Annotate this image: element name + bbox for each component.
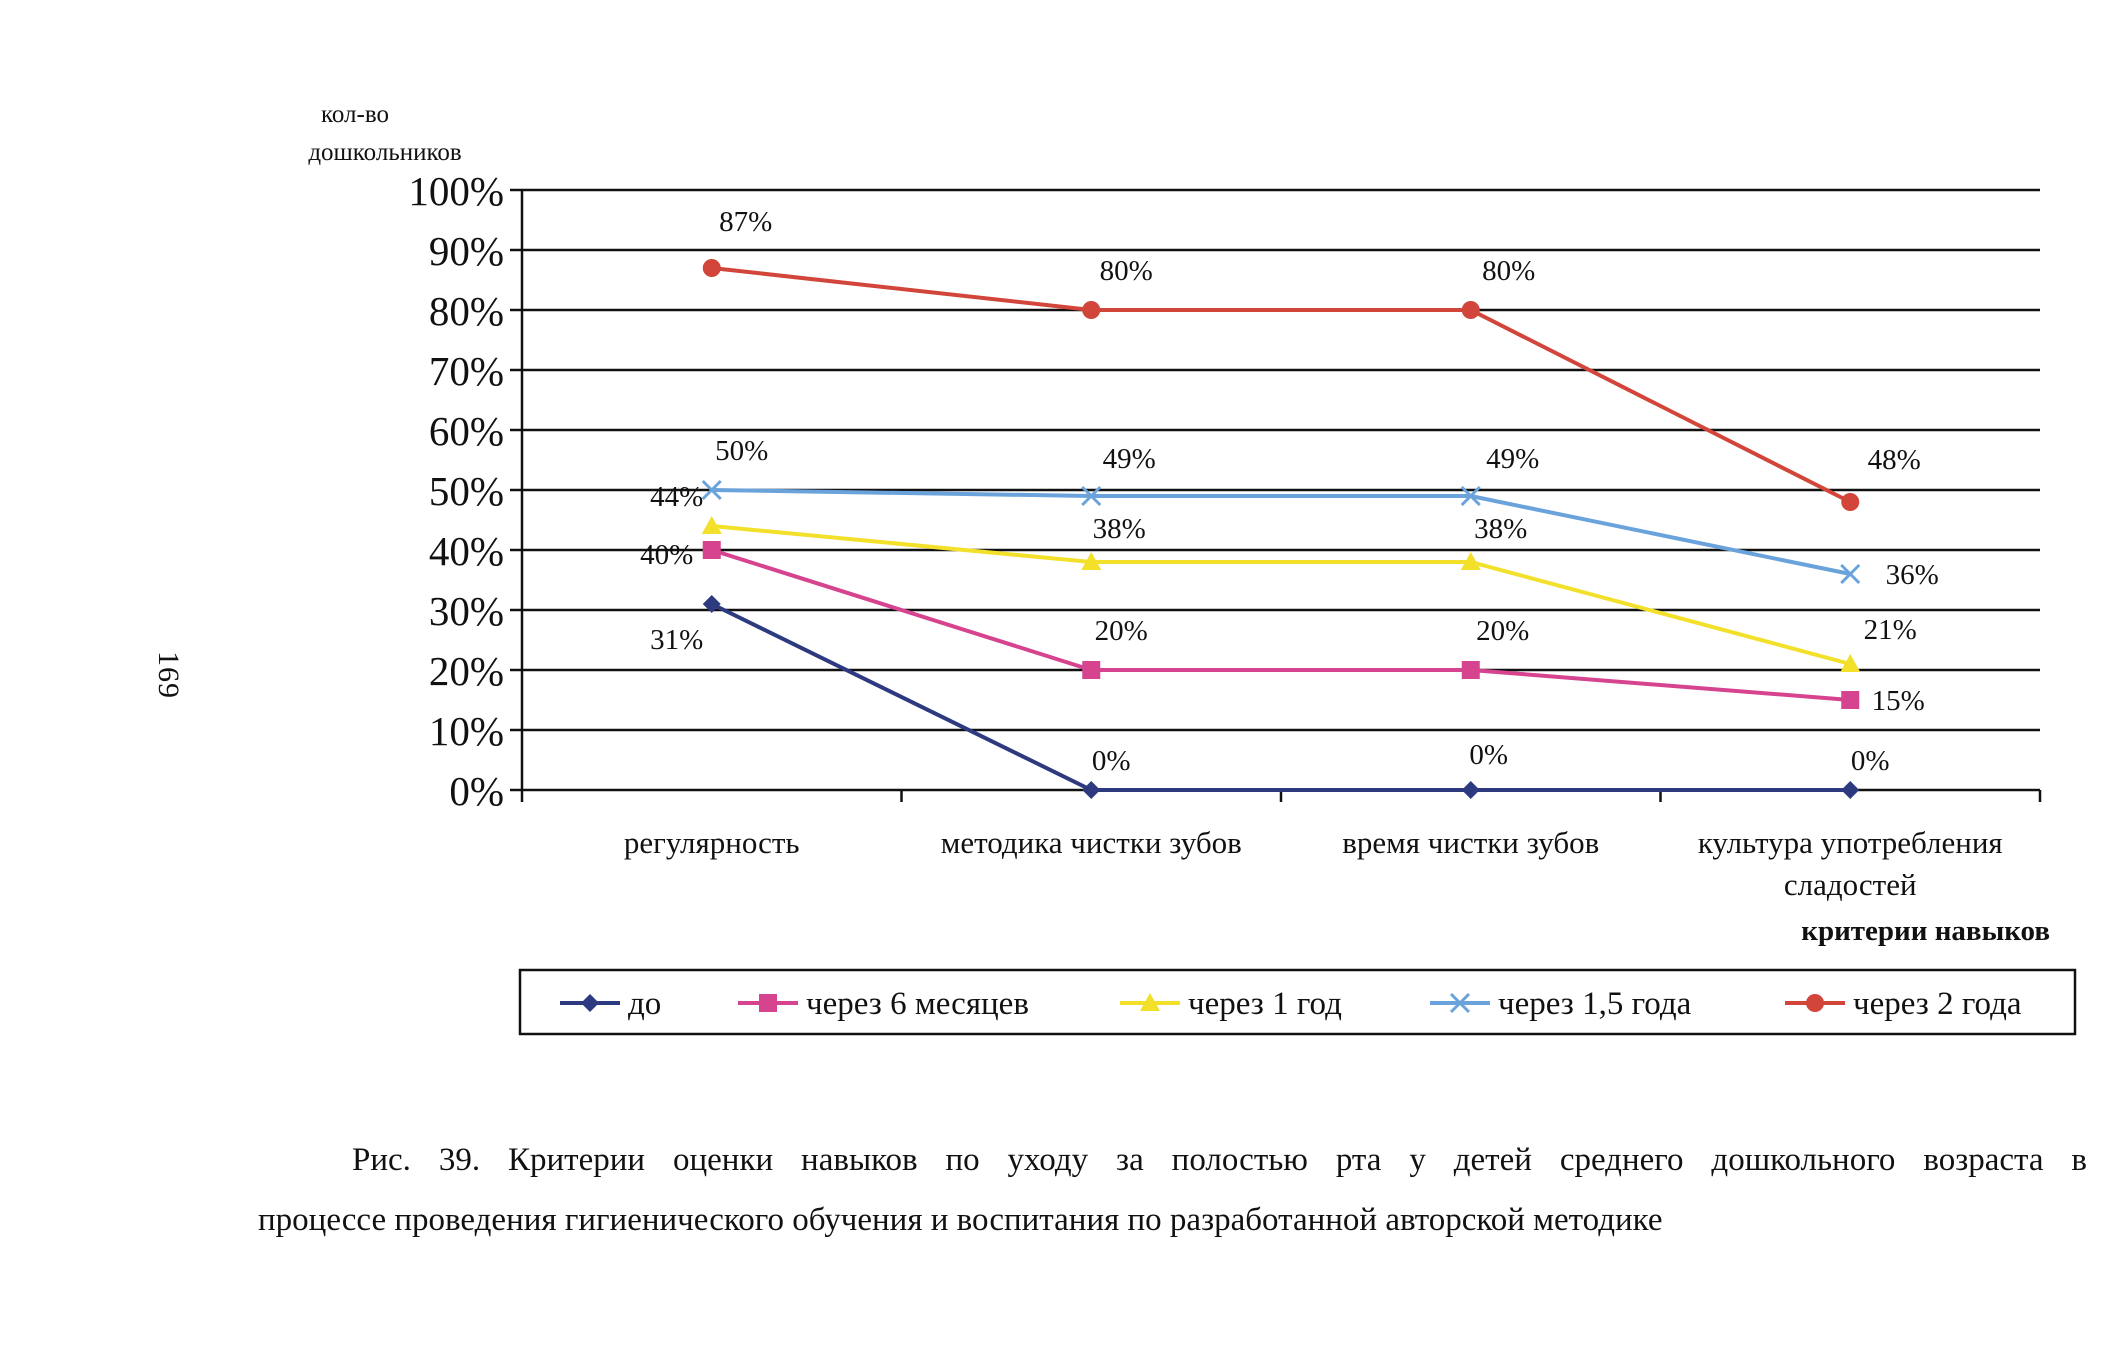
legend-label: через 2 года xyxy=(1853,986,2022,1022)
y-tick-label: 100% xyxy=(408,168,504,214)
y-tick-label: 40% xyxy=(429,528,504,574)
figure-caption-line-1: Рис. 39. Критерии оценки навыков по уход… xyxy=(352,1142,2087,1178)
legend-label: через 1,5 года xyxy=(1498,986,1692,1022)
y-tick-label: 70% xyxy=(429,348,504,394)
data-point xyxy=(1082,301,1101,319)
data-label: 44% xyxy=(650,481,703,513)
series-через 1 год: 44% 38% 38% 21% xyxy=(650,481,1917,672)
legend-item: через 1 год xyxy=(1120,986,1342,1022)
data-label: 48% xyxy=(1868,444,1921,476)
series-line xyxy=(711,488,1851,576)
legend-marker xyxy=(1806,994,1824,1012)
data-point xyxy=(1460,485,1481,507)
data-label: 20% xyxy=(1476,615,1529,647)
y-tick-label: 80% xyxy=(429,288,504,334)
y-tick-label: 30% xyxy=(429,588,504,634)
legend-label: через 6 месяцев xyxy=(806,986,1029,1022)
data-label: 0% xyxy=(1092,745,1131,777)
data-point xyxy=(701,516,722,534)
data-point xyxy=(1082,781,1101,799)
y-axis-title-line-1: кол-во xyxy=(321,101,389,128)
x-axis-labels: регулярность методика чистки зубов время ч… xyxy=(624,825,2003,902)
data-point xyxy=(1461,781,1480,799)
figure-caption-line-2: процессе проведения гигиенического обуче… xyxy=(258,1202,1663,1238)
data-point xyxy=(1461,661,1480,679)
legend-item: через 6 месяцев xyxy=(738,986,1029,1022)
x-tick-label: сладостей xyxy=(1784,867,1917,902)
legend-item: через 1,5 года xyxy=(1430,986,1692,1022)
legend-marker xyxy=(581,994,599,1012)
data-point xyxy=(1081,485,1102,507)
data-label: 20% xyxy=(1095,615,1148,647)
data-label: 36% xyxy=(1886,559,1939,591)
series-line xyxy=(710,602,1851,792)
data-point xyxy=(1461,301,1480,319)
x-tick-label: методика чистки зубов xyxy=(941,825,1242,860)
data-label: 49% xyxy=(1103,443,1156,475)
x-axis-title: критерии навыков xyxy=(1801,915,2050,947)
data-label: 0% xyxy=(1851,745,1890,777)
data-label: 80% xyxy=(1100,255,1153,287)
data-point xyxy=(1460,552,1481,570)
y-tick-label: 60% xyxy=(429,408,504,454)
data-label: 15% xyxy=(1872,685,1925,717)
series-lines: 31% 0% 0% 0% 40% 20% 20% 15% 44% 38% 38% 21% 50% 49% 4… xyxy=(640,206,1939,799)
data-point xyxy=(1841,691,1860,709)
data-point xyxy=(1081,552,1102,570)
legend-label: до xyxy=(628,986,661,1022)
data-label: 80% xyxy=(1482,255,1535,287)
x-tick-label: время чистки зубов xyxy=(1342,825,1599,860)
data-label: 38% xyxy=(1474,513,1527,545)
y-axis-title: кол-во дошкольников xyxy=(308,101,461,166)
data-label: 40% xyxy=(640,539,693,571)
data-label: 50% xyxy=(715,435,768,467)
gridlines xyxy=(522,188,2040,732)
series-через 2 года: 87% 80% 80% 48% xyxy=(702,206,1921,511)
legend-marker xyxy=(759,994,777,1012)
line-chart: кол-во дошкольников 0% 10% 20% 30% 40% 50% 60%… xyxy=(308,101,2077,1036)
legend-marker xyxy=(1140,993,1160,1011)
data-label: 38% xyxy=(1093,513,1146,545)
series-line xyxy=(711,524,1851,666)
series-line xyxy=(711,266,1852,504)
data-point xyxy=(1840,563,1861,585)
legend-marker xyxy=(1449,992,1471,1014)
data-point xyxy=(702,541,721,559)
data-label: 87% xyxy=(719,206,772,238)
data-point xyxy=(702,259,721,277)
y-tick-label: 90% xyxy=(429,228,504,274)
y-axis-ticks: 0% 10% 20% 30% 40% 50% 60% 70% 80% 90% 100% xyxy=(408,168,522,814)
legend-item: через 2 года xyxy=(1785,986,2022,1022)
series-line xyxy=(711,548,1851,702)
data-label: 0% xyxy=(1469,739,1508,771)
data-point xyxy=(1841,781,1860,799)
legend-label: через 1 год xyxy=(1188,986,1342,1022)
data-point xyxy=(701,479,722,501)
x-tick-label: культура употребления xyxy=(1698,825,2003,860)
series-до: 31% 0% 0% 0% xyxy=(650,595,1890,799)
data-point xyxy=(1082,661,1101,679)
y-tick-label: 0% xyxy=(449,768,504,814)
series-через 6 месяцев: 40% 20% 20% 15% xyxy=(640,539,1925,717)
data-label: 31% xyxy=(650,624,703,656)
y-tick-label: 50% xyxy=(429,468,504,514)
series-через 1,5 года: 50% 49% 49% 36% xyxy=(701,435,1939,591)
x-tick-label: регулярность xyxy=(624,825,800,860)
legend: до через 6 месяцев через 1 год через 1,5 го… xyxy=(518,968,2077,1036)
y-tick-label: 10% xyxy=(429,708,504,754)
data-point xyxy=(702,595,721,613)
data-point xyxy=(1840,654,1861,672)
data-label: 49% xyxy=(1486,443,1539,475)
y-tick-label: 20% xyxy=(429,648,504,694)
data-label: 21% xyxy=(1864,614,1917,646)
y-axis-title-line-2: дошкольников xyxy=(308,139,461,166)
data-point xyxy=(1841,493,1860,511)
legend-item: до xyxy=(560,986,661,1022)
